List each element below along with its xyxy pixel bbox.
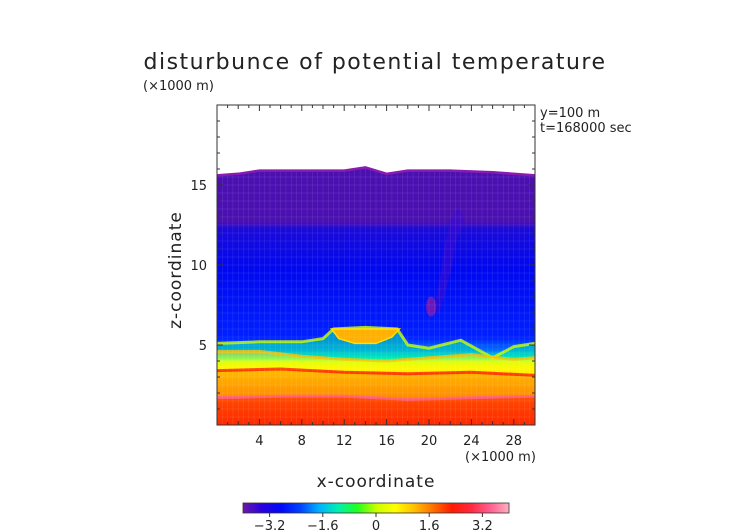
colorbar-tick-label: 3.2 — [472, 519, 493, 532]
colorbar-ticks: −3.2 −1.6 0 1.6 3.2 — [254, 513, 493, 532]
front-band-line — [217, 394, 535, 401]
grid-lines — [217, 105, 535, 425]
plume-core — [426, 296, 437, 317]
colorbar-tick-label: 1.6 — [419, 519, 440, 532]
domain-top-edge — [217, 166, 535, 177]
x-tick-label: 4 — [255, 434, 263, 449]
y-axis-label: z-coordinate — [166, 211, 186, 329]
colorbar-tick-label: 0 — [372, 519, 380, 532]
x-axis-label: x-coordinate — [317, 472, 436, 492]
chart-title: disturbunce of potential temperature — [144, 50, 607, 75]
front-band — [217, 369, 535, 400]
field-features — [329, 207, 466, 345]
x-tick-label: 12 — [336, 434, 353, 449]
colorbar: −3.2 −1.6 0 1.6 3.2 — [242, 502, 510, 532]
annotation-y: y=100 m — [540, 106, 600, 121]
x-tick-label: 24 — [463, 434, 480, 449]
colorbar-fill — [242, 502, 510, 514]
annotation-t: t=168000 sec — [540, 121, 632, 136]
x-tick-label: 28 — [506, 434, 523, 449]
x-unit-label: (×1000 m) — [465, 450, 536, 465]
y-tick-label: 10 — [190, 259, 207, 274]
x-tick-label: 16 — [378, 434, 395, 449]
front-band — [217, 396, 535, 425]
colorbar-tick-label: −1.6 — [307, 519, 339, 532]
colorbar-tick-label: −3.2 — [254, 519, 286, 532]
x-tick-label: 20 — [421, 434, 438, 449]
y-axis-ticks: 5 10 15 — [190, 120, 535, 410]
front-bands — [217, 325, 535, 425]
y-tick-label: 15 — [190, 179, 207, 194]
front-band — [217, 327, 535, 361]
y-tick-label: 5 — [199, 339, 207, 354]
y-unit-label: (×1000 m) — [143, 79, 214, 94]
front-band-line — [217, 349, 535, 363]
cold-plume — [426, 207, 466, 313]
x-axis-ticks: 4 8 12 16 20 24 28 — [227, 105, 525, 449]
plot-area — [217, 105, 535, 425]
warm-bubble — [329, 328, 402, 345]
front-band-line — [217, 367, 535, 377]
x-tick-label: 8 — [298, 434, 306, 449]
